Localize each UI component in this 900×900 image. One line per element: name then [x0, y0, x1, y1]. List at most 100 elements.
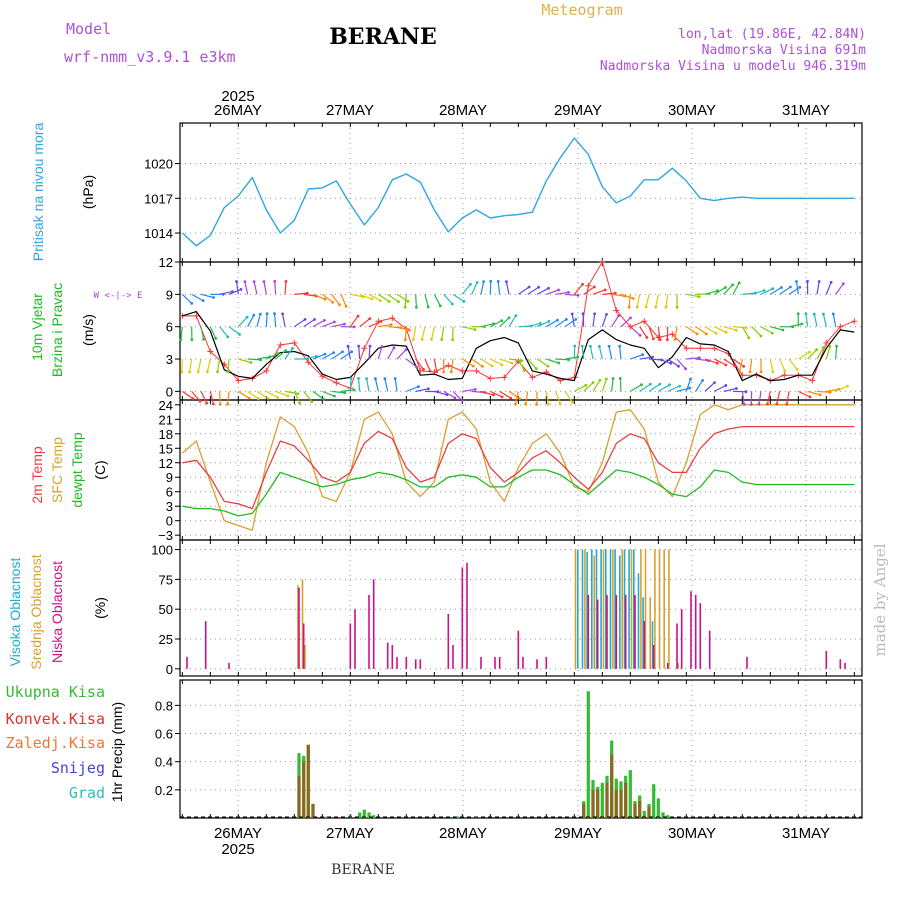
wind-arrow — [555, 318, 567, 328]
wind-arrow-head — [245, 315, 249, 319]
wind-arrow-head — [286, 394, 290, 398]
wind-arrow-head — [265, 312, 269, 316]
wind-arrow-head — [298, 401, 302, 405]
wind-arrow-head — [352, 325, 356, 329]
wind-arrow — [497, 281, 501, 295]
wind-arrow-head — [214, 337, 218, 340]
wind-arrow — [452, 293, 465, 302]
wind-arrow — [536, 358, 549, 367]
wind-arrow-head — [262, 280, 266, 283]
wind-arrow-head — [846, 384, 849, 388]
wind-arrow — [303, 391, 313, 402]
high-cloud-bar — [651, 621, 654, 669]
gust-marker — [235, 377, 242, 384]
wind-arrow-head — [701, 379, 704, 382]
wind-arrow-head — [191, 397, 195, 401]
low-cloud-bar — [414, 659, 417, 669]
high-cloud-bar — [642, 597, 644, 669]
low-cloud-bar — [844, 662, 846, 669]
temp-label-2m: 2m Temp — [29, 446, 45, 504]
mid-cloud-bar — [640, 549, 642, 669]
wind-arrow — [480, 323, 494, 328]
wind-arrow-head — [829, 280, 833, 284]
wind-arrow — [377, 346, 383, 360]
high-cloud-bar — [623, 549, 626, 669]
temp-label-dew: dewpt Temp — [69, 432, 85, 507]
wind-arrow — [527, 358, 537, 370]
wind-arrow-head — [343, 391, 346, 395]
wind-arrow-head — [331, 300, 334, 304]
wind-arrow-head — [742, 365, 746, 368]
y-tick-label: 1020 — [144, 157, 173, 172]
wind-arrow — [238, 358, 252, 364]
wind-arrow-head — [473, 328, 477, 331]
wind-arrow — [263, 281, 267, 295]
product-title: Meteogram — [541, 1, 622, 19]
wind-arrow — [676, 358, 687, 370]
wind-arrow-head — [678, 384, 681, 388]
wind-arrow — [536, 287, 549, 295]
wind-arrow-head — [276, 396, 280, 399]
mid-cloud-bar — [612, 549, 614, 669]
wind-arrow — [723, 326, 737, 331]
wind-arrow — [546, 358, 559, 364]
wind-arrow — [619, 378, 622, 392]
temp-unit: (C) — [92, 460, 108, 479]
y-tick-label: 1017 — [144, 191, 173, 206]
high-cloud-bar — [577, 549, 579, 669]
bottom-day-label: 28MAY — [439, 825, 487, 842]
wind-arrow-head — [828, 390, 832, 394]
low-cloud-bar — [405, 656, 408, 669]
wind-arrow-head — [649, 382, 652, 386]
convective-rain-bar — [624, 782, 628, 818]
wind-arrow — [739, 358, 743, 372]
wind-arrow-head — [618, 377, 622, 380]
wind-arrow-head — [591, 381, 595, 384]
lonlat-text: lon,lat (19.86E, 42.84N) — [678, 27, 866, 42]
wind-arrow-head — [500, 319, 504, 322]
wind-arrow — [786, 391, 790, 405]
wind-arrow-head — [835, 344, 838, 348]
wind-arrow — [406, 386, 419, 392]
panel-frame — [179, 539, 863, 677]
wind-arrow — [227, 358, 230, 373]
wind-arrow-head — [387, 300, 391, 303]
wind-arrow-head — [235, 280, 238, 283]
wind-arrow-head — [817, 280, 821, 283]
wind-arrow — [749, 358, 753, 372]
low-cloud-bar — [396, 656, 398, 669]
convective-rain-bar — [306, 744, 310, 818]
wind-arrow — [421, 326, 426, 340]
low-cloud-bar — [354, 609, 356, 669]
wind-arrow-head — [714, 332, 718, 335]
wind-arrow-head — [202, 338, 206, 341]
wind-unit: (m/s) — [80, 314, 96, 346]
y-tick-label: 15 — [159, 441, 173, 456]
wind-arrow — [227, 391, 230, 405]
wind-arrow-head — [333, 320, 336, 324]
wind-arrow-head — [581, 282, 584, 286]
wind-arrow-head — [821, 346, 825, 349]
wind-arrow-head — [440, 338, 444, 341]
wind-arrow — [340, 351, 353, 360]
wind-arrow-head — [322, 397, 325, 401]
wind-arrow — [813, 313, 818, 327]
gust-marker — [291, 339, 298, 346]
wind-arrow-head — [403, 305, 407, 309]
low-cloud-bar — [204, 621, 207, 669]
wind-arrow-head — [580, 344, 584, 348]
wind-arrow-head — [644, 305, 648, 309]
wind-title-2: Brzina i Pravac — [49, 283, 65, 377]
wind-arrow-head — [500, 363, 504, 367]
gust-marker — [599, 259, 606, 265]
wind-arrow — [658, 358, 671, 364]
y-tick-label: 0.2 — [155, 783, 173, 798]
cloud-label-mid: Srednja Oblacnost — [28, 554, 44, 669]
wind-arrow — [619, 346, 622, 360]
wind-arrow-head — [481, 365, 484, 368]
wind-arrow — [247, 390, 259, 400]
wind-arrow-head — [252, 313, 256, 317]
wind-arrow — [294, 292, 308, 295]
wind-arrow — [359, 318, 371, 328]
wind-arrow-head — [806, 279, 809, 283]
